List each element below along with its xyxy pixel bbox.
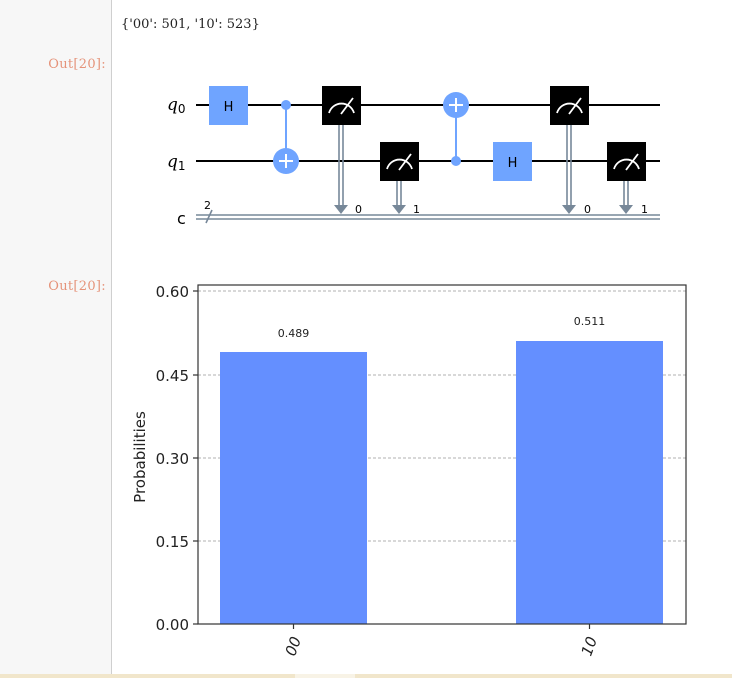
control-dot-icon <box>451 156 461 166</box>
qubit-label-q1: q1 <box>167 152 186 173</box>
classical-register-label: c <box>177 209 186 228</box>
hadamard-gate-q0: H <box>209 86 248 125</box>
prompt-gutter <box>0 0 112 674</box>
svg-text:0.45: 0.45 <box>156 367 189 385</box>
bar-10 <box>516 341 663 624</box>
hadamard-gate-q1: H <box>493 142 532 181</box>
svg-text:H: H <box>224 100 234 115</box>
svg-text:0.30: 0.30 <box>156 450 189 468</box>
counts-output-text: {'00': 501, '10': 523} <box>121 17 260 32</box>
meter-icon <box>613 158 640 170</box>
cnot-gate-q0-q1 <box>273 100 299 174</box>
meter-icon <box>328 102 355 114</box>
x-tick-label-10: 10 <box>578 634 601 658</box>
measure-gate-q0-c0-second: 0 <box>550 86 591 216</box>
bar-00 <box>220 352 367 624</box>
svg-text:0: 0 <box>584 203 591 216</box>
y-axis-ticks <box>193 290 198 625</box>
control-dot-icon <box>281 100 291 110</box>
svg-text:0.15: 0.15 <box>156 533 189 551</box>
qubit-label-q0: q0 <box>167 95 186 116</box>
x-axis-ticks <box>292 624 591 629</box>
svg-text:0: 0 <box>355 203 362 216</box>
plot-frame <box>197 284 687 625</box>
svg-text:0.60: 0.60 <box>156 283 189 301</box>
quantum-circuit-diagram: q0 q1 c 2 H 0 <box>167 86 660 228</box>
y-axis-tick-labels: 0.60 0.45 0.30 0.15 0.00 <box>156 283 189 634</box>
x-tick-label-00: 00 <box>282 634 305 658</box>
output-prompt-histogram: Out[20]: <box>48 279 106 294</box>
measure-gate-q0-c0: 0 <box>322 86 362 216</box>
svg-text:1: 1 <box>413 203 420 216</box>
svg-text:H: H <box>508 156 518 171</box>
svg-text:1: 1 <box>641 203 648 216</box>
bar-value-label-10: 0.511 <box>574 315 606 328</box>
svg-text:0.00: 0.00 <box>156 616 189 634</box>
measure-gate-q1-c1: 1 <box>380 142 420 216</box>
classical-register-size: 2 <box>204 199 211 212</box>
meter-icon <box>556 102 583 114</box>
cnot-gate-q1-q0 <box>443 92 469 166</box>
output-prompt-circuit: Out[20]: <box>48 57 106 72</box>
bar-value-label-00: 0.489 <box>278 327 310 340</box>
y-axis-label: Probabilities <box>131 411 149 503</box>
classical-wire <box>196 209 660 224</box>
meter-icon <box>386 158 413 170</box>
horizontal-scrollbar-track[interactable] <box>0 674 732 678</box>
measure-gate-q1-c1-second: 1 <box>607 142 648 216</box>
horizontal-scrollbar-thumb[interactable] <box>295 674 355 678</box>
